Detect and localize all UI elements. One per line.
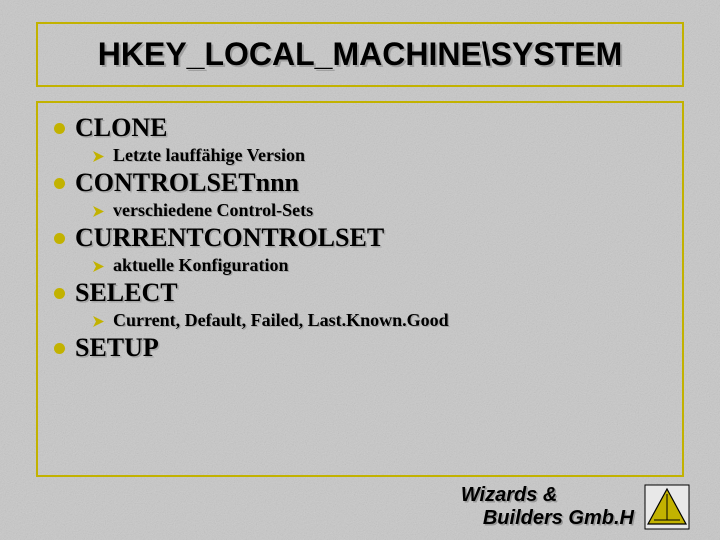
list-item: SELECTCurrent, Default, Failed, Last.Kno…	[48, 278, 672, 331]
body-box: CLONELetzte lauffähige VersionCONTROLSET…	[36, 101, 684, 477]
list-subitem: Current, Default, Failed, Last.Known.Goo…	[48, 310, 672, 331]
list-subitem-label: Current, Default, Failed, Last.Known.Goo…	[113, 310, 449, 331]
list-item-label: CONTROLSETnnn	[75, 168, 299, 198]
bullet-dot-icon	[54, 123, 65, 134]
list-item-label: CURRENTCONTROLSET	[75, 223, 384, 253]
list-subitem: verschiedene Control-Sets	[48, 200, 672, 221]
slide-title: HKEY_LOCAL_MACHINE\SYSTEM	[46, 36, 674, 73]
bullet-dot-icon	[54, 343, 65, 354]
list-item-label: SELECT	[75, 278, 178, 308]
list-item-level1: CONTROLSETnnn	[48, 168, 672, 198]
arrow-right-icon	[92, 260, 105, 273]
list-subitem-label: aktuelle Konfiguration	[113, 255, 289, 276]
arrow-right-icon	[92, 315, 105, 328]
list-item: CONTROLSETnnnverschiedene Control-Sets	[48, 168, 672, 221]
list-subitem: aktuelle Konfiguration	[48, 255, 672, 276]
list-item: CURRENTCONTROLSETaktuelle Konfiguration	[48, 223, 672, 276]
footer-line2: Builders Gmb.H	[461, 507, 634, 530]
title-box: HKEY_LOCAL_MACHINE\SYSTEM	[36, 22, 684, 87]
list-subitem: Letzte lauffähige Version	[48, 145, 672, 166]
footer-line1: Wizards &	[461, 484, 634, 507]
list-item-label: CLONE	[75, 113, 167, 143]
footer-text: Wizards & Builders Gmb.H	[461, 484, 634, 530]
list-item: CLONELetzte lauffähige Version	[48, 113, 672, 166]
footer: Wizards & Builders Gmb.H	[461, 484, 690, 530]
logo	[644, 484, 690, 530]
bullet-dot-icon	[54, 233, 65, 244]
list-item-level1: CLONE	[48, 113, 672, 143]
bullet-dot-icon	[54, 288, 65, 299]
list-item-label: SETUP	[75, 333, 159, 363]
list-subitem-label: verschiedene Control-Sets	[113, 200, 313, 221]
list-item: SETUP	[48, 333, 672, 363]
arrow-right-icon	[92, 150, 105, 163]
list-item-level1: SELECT	[48, 278, 672, 308]
list-subitem-label: Letzte lauffähige Version	[113, 145, 305, 166]
list-item-level1: CURRENTCONTROLSET	[48, 223, 672, 253]
arrow-right-icon	[92, 205, 105, 218]
slide: HKEY_LOCAL_MACHINE\SYSTEM CLONELetzte la…	[0, 0, 720, 540]
list-item-level1: SETUP	[48, 333, 672, 363]
bullet-dot-icon	[54, 178, 65, 189]
